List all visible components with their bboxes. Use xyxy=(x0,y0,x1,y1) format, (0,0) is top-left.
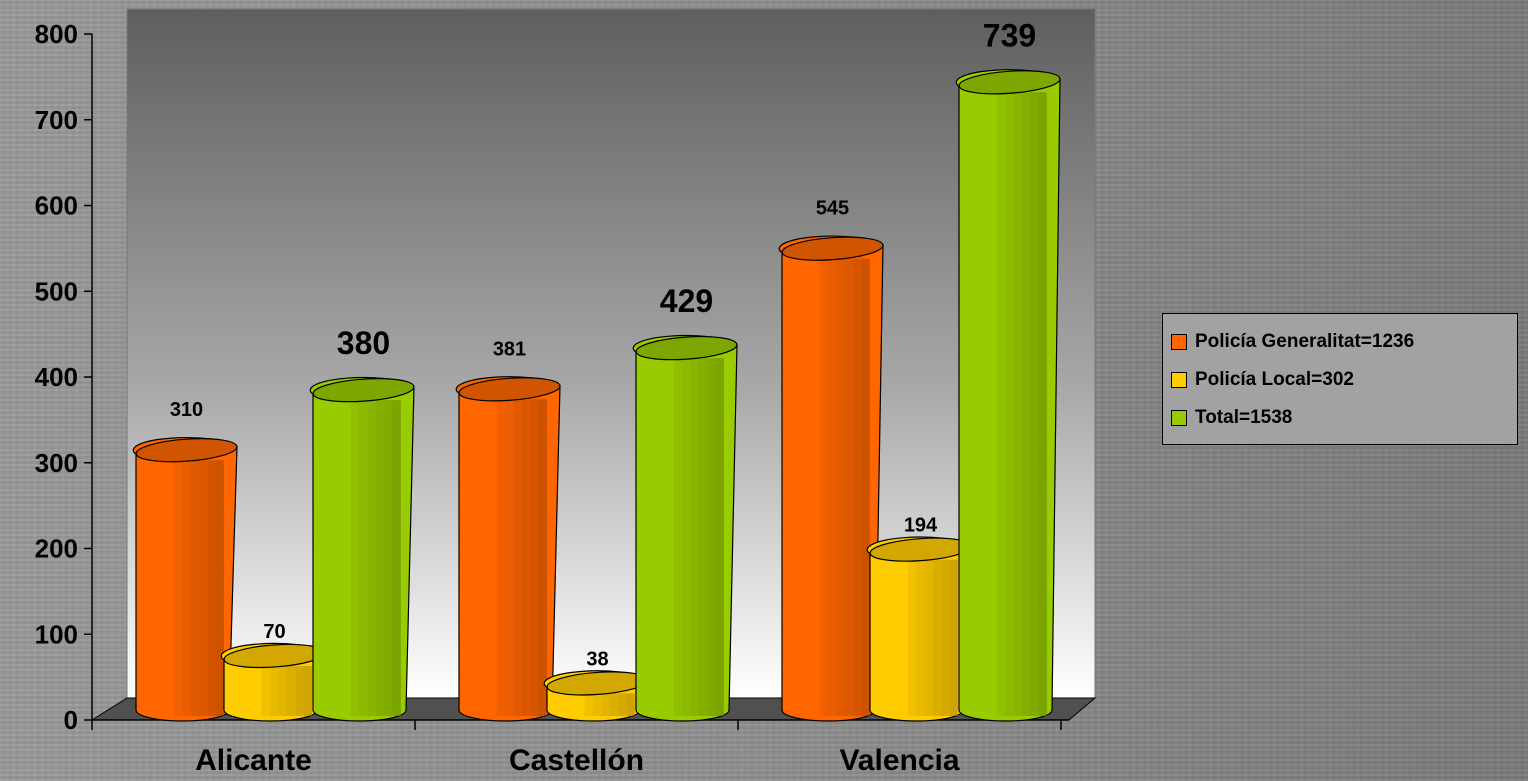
bar xyxy=(866,536,972,722)
data-label: 545 xyxy=(816,198,849,220)
bars xyxy=(132,69,1061,722)
data-labels: 310 70 380 381 38 429 545 194 739 xyxy=(170,17,1036,670)
y-tick-label: 600 xyxy=(35,191,78,221)
legend-swatch xyxy=(1171,372,1187,388)
y-tick-label: 300 xyxy=(35,448,78,478)
x-tick-label: Castellón xyxy=(509,744,644,777)
legend-item: Policía Generalitat=1236 xyxy=(1171,323,1517,361)
legend-label: Policía Local=302 xyxy=(1195,369,1354,390)
bar xyxy=(543,670,649,722)
bar-top xyxy=(781,236,884,261)
legend-item: Policía Local=302 xyxy=(1171,361,1517,399)
bar xyxy=(309,376,415,722)
y-tick-label: 100 xyxy=(35,619,78,649)
y-tick-label: 700 xyxy=(35,105,78,135)
axes: 0 100 200 300 400 500 600 700 800 Alicante Castell… xyxy=(35,19,1069,777)
y-tick-label: 500 xyxy=(35,276,78,306)
data-label: 310 xyxy=(170,399,203,421)
legend-item: Total=1538 xyxy=(1171,399,1517,437)
bar xyxy=(455,376,561,722)
bar xyxy=(632,334,738,722)
data-label: 380 xyxy=(337,325,390,361)
x-tick-label: Valencia xyxy=(839,744,959,777)
bar-top xyxy=(312,378,415,403)
bar-top xyxy=(458,377,561,402)
legend: Policía Generalitat=1236 Policía Local=3… xyxy=(1162,313,1518,445)
y-tick-label: 200 xyxy=(35,534,78,564)
bar xyxy=(220,642,326,722)
bar-top xyxy=(958,70,1061,95)
legend-label: Policía Generalitat=1236 xyxy=(1195,331,1415,352)
bar xyxy=(132,436,238,722)
data-label: 194 xyxy=(904,515,938,537)
legend-swatch xyxy=(1171,334,1187,350)
data-label: 381 xyxy=(493,338,526,360)
data-label: 429 xyxy=(660,283,713,319)
data-label: 739 xyxy=(983,17,1036,53)
legend-swatch xyxy=(1171,410,1187,426)
data-label: 38 xyxy=(586,648,608,670)
bar xyxy=(778,235,884,722)
x-tick-label: Alicante xyxy=(195,744,312,777)
y-tick-label: 800 xyxy=(35,19,78,49)
bar-top xyxy=(135,438,238,463)
bar xyxy=(955,69,1061,722)
y-tick-label: 0 xyxy=(64,705,78,735)
bar-top xyxy=(635,336,738,361)
legend-label: Total=1538 xyxy=(1195,407,1293,428)
data-label: 70 xyxy=(263,621,285,643)
y-tick-label: 400 xyxy=(35,362,78,392)
